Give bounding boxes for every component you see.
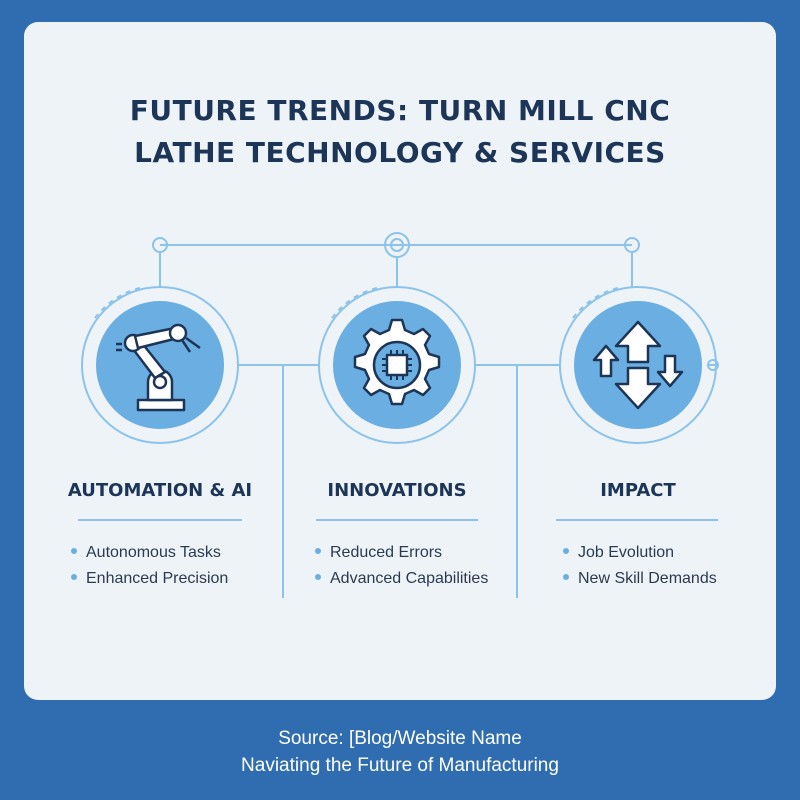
- bullet-text: Autonomous Tasks: [86, 544, 221, 561]
- connectors: [152, 232, 719, 598]
- bullet-text: Reduced Errors: [330, 544, 442, 561]
- bullet-text: New Skill Demands: [578, 570, 717, 587]
- bullet-text: Enhanced Precision: [86, 570, 228, 587]
- arrows-icon: [592, 320, 684, 410]
- column: IMPACT Job Evolution New Skill Demands: [556, 480, 718, 587]
- footer-line: Source: [Blog/Website Name: [278, 728, 522, 749]
- bullet-text: Advanced Capabilities: [330, 570, 488, 587]
- column-heading: INNOVATIONS: [327, 480, 466, 501]
- column: AUTOMATION & AI Autonomous Tasks Enhance…: [68, 480, 252, 587]
- column-heading: IMPACT: [600, 480, 676, 501]
- column: INNOVATIONS Reduced Errors Advanced Capa…: [315, 480, 488, 587]
- bullet-text: Job Evolution: [578, 544, 674, 561]
- footer-line: Naviating the Future of Manufacturing: [241, 755, 559, 776]
- title-line: LATHE TECHNOLOGY & SERVICES: [134, 136, 666, 169]
- gear-chip-icon: [353, 318, 441, 406]
- column-heading: AUTOMATION & AI: [68, 480, 252, 501]
- title-line: FUTURE TRENDS: TURN MILL CNC: [130, 94, 671, 127]
- robot-arm-icon: [116, 323, 201, 412]
